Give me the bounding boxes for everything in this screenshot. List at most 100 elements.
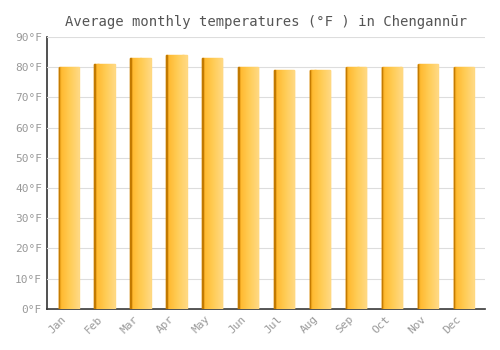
Bar: [249, 67, 250, 309]
Bar: [455, 67, 456, 309]
Bar: [148, 58, 149, 309]
Bar: [242, 67, 243, 309]
Bar: [132, 58, 133, 309]
Bar: [382, 67, 383, 309]
Bar: [290, 70, 292, 309]
Bar: [241, 67, 242, 309]
Bar: [257, 67, 258, 309]
Bar: [108, 64, 109, 309]
Bar: [360, 67, 361, 309]
Bar: [463, 67, 464, 309]
Bar: [178, 55, 179, 309]
Bar: [425, 64, 426, 309]
Bar: [361, 67, 362, 309]
Bar: [138, 58, 139, 309]
Bar: [293, 70, 294, 309]
Bar: [169, 55, 170, 309]
Bar: [113, 64, 114, 309]
Bar: [436, 64, 437, 309]
Bar: [72, 67, 73, 309]
Bar: [99, 64, 100, 309]
Bar: [256, 67, 257, 309]
Bar: [206, 58, 208, 309]
Bar: [468, 67, 469, 309]
Title: Average monthly temperatures (°F ) in Chengannūr: Average monthly temperatures (°F ) in Ch…: [65, 15, 467, 29]
Bar: [357, 67, 358, 309]
Bar: [421, 64, 422, 309]
Bar: [181, 55, 182, 309]
Bar: [422, 64, 424, 309]
Bar: [78, 67, 79, 309]
Bar: [383, 67, 384, 309]
Bar: [252, 67, 253, 309]
Bar: [183, 55, 184, 309]
Bar: [95, 64, 96, 309]
Bar: [213, 58, 214, 309]
Bar: [391, 67, 392, 309]
Bar: [146, 58, 147, 309]
Bar: [473, 67, 474, 309]
Bar: [401, 67, 402, 309]
Bar: [94, 64, 95, 309]
Bar: [147, 58, 148, 309]
Bar: [166, 55, 167, 309]
Bar: [419, 64, 420, 309]
Bar: [362, 67, 363, 309]
Bar: [73, 67, 74, 309]
Bar: [397, 67, 398, 309]
Bar: [184, 55, 185, 309]
Bar: [239, 67, 240, 309]
Bar: [347, 67, 348, 309]
Bar: [394, 67, 395, 309]
Bar: [168, 55, 169, 309]
Bar: [251, 67, 252, 309]
Bar: [220, 58, 221, 309]
Bar: [390, 67, 391, 309]
Bar: [202, 58, 203, 309]
Bar: [388, 67, 389, 309]
Bar: [66, 67, 67, 309]
Bar: [279, 70, 280, 309]
Bar: [180, 55, 181, 309]
Bar: [182, 55, 183, 309]
Bar: [278, 70, 279, 309]
Bar: [221, 58, 222, 309]
Bar: [216, 58, 217, 309]
Bar: [423, 64, 424, 309]
Bar: [64, 67, 65, 309]
Bar: [324, 70, 325, 309]
Bar: [175, 55, 176, 309]
Bar: [386, 67, 387, 309]
Bar: [320, 70, 321, 309]
Bar: [102, 64, 103, 309]
Bar: [173, 55, 174, 309]
Bar: [240, 67, 241, 309]
Bar: [430, 64, 431, 309]
Bar: [174, 55, 175, 309]
Bar: [434, 64, 435, 309]
Bar: [469, 67, 470, 309]
Bar: [62, 67, 63, 309]
Bar: [354, 67, 355, 309]
Bar: [130, 58, 131, 309]
Bar: [65, 67, 66, 309]
Bar: [139, 58, 140, 309]
Bar: [141, 58, 142, 309]
Bar: [288, 70, 289, 309]
Bar: [456, 67, 457, 309]
Bar: [59, 67, 60, 309]
Bar: [172, 55, 173, 309]
Bar: [393, 67, 394, 309]
Bar: [392, 67, 393, 309]
Bar: [454, 67, 455, 309]
Bar: [462, 67, 463, 309]
Bar: [276, 70, 277, 309]
Bar: [145, 58, 146, 309]
Bar: [287, 70, 288, 309]
Bar: [106, 64, 107, 309]
Bar: [277, 70, 278, 309]
Bar: [289, 70, 290, 309]
Bar: [314, 70, 315, 309]
Bar: [100, 64, 101, 309]
Bar: [358, 67, 359, 309]
